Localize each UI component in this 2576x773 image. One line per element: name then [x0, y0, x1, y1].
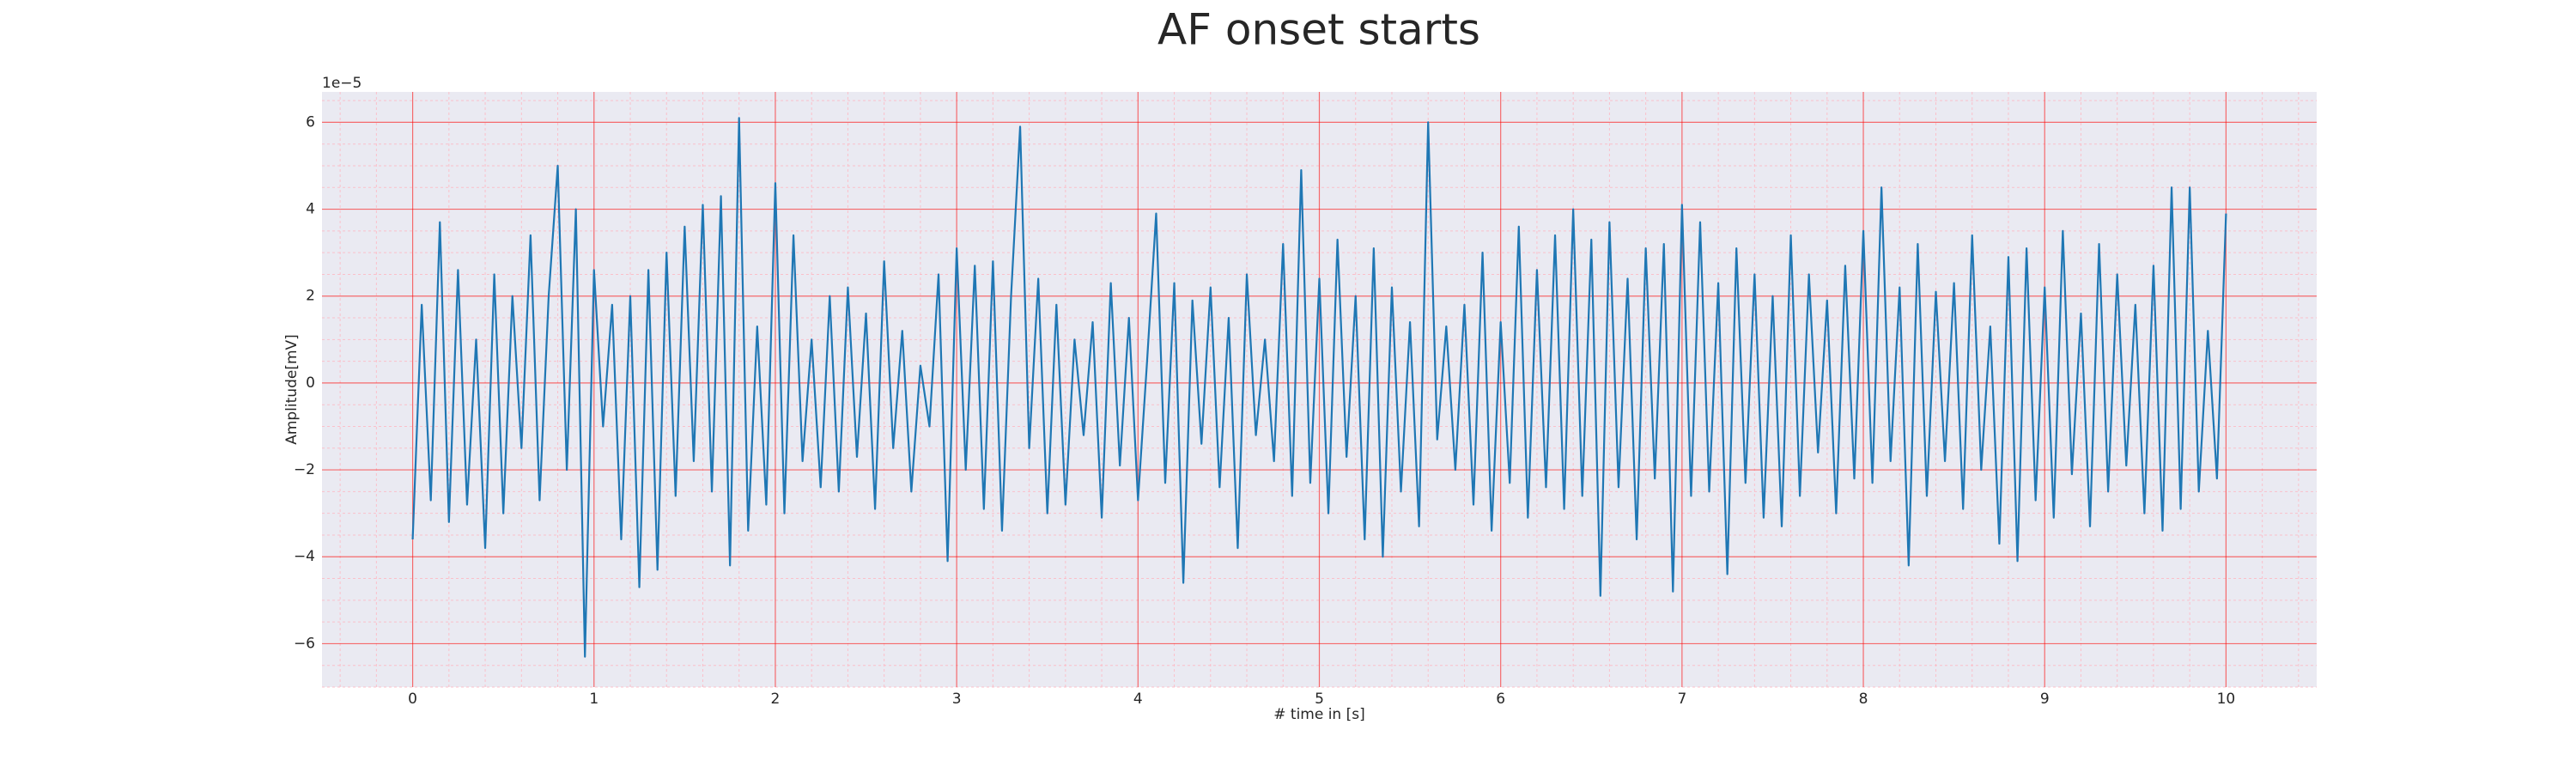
y-tick-label: 0 [306, 374, 315, 392]
x-tick-label: 1 [589, 691, 598, 708]
y-tick-label: −4 [294, 548, 315, 565]
y-axis-label: Amplitude[mV] [283, 334, 301, 445]
x-tick-label: 6 [1496, 691, 1505, 708]
chart-title: AF onset starts [1157, 5, 1480, 55]
y-tick-label: 2 [306, 288, 315, 305]
signal-line [411, 117, 2227, 658]
y-offset-label: 1e−5 [322, 75, 361, 92]
x-tick-label: 7 [1677, 691, 1686, 708]
x-tick-label: 3 [952, 691, 962, 708]
y-tick-label: 6 [306, 113, 315, 131]
x-tick-label: 5 [1315, 691, 1324, 708]
x-tick-label: 9 [2040, 691, 2050, 708]
y-tick-label: 4 [306, 201, 315, 218]
x-tick-label: 0 [408, 691, 417, 708]
y-tick-label: −6 [294, 635, 315, 652]
x-tick-label: 2 [771, 691, 781, 708]
y-tick-label: −2 [294, 461, 315, 478]
x-tick-label: 8 [1859, 691, 1868, 708]
x-axis-label: # time in [s] [1273, 706, 1364, 723]
x-tick-label: 10 [2217, 691, 2236, 708]
x-tick-label: 4 [1133, 691, 1143, 708]
